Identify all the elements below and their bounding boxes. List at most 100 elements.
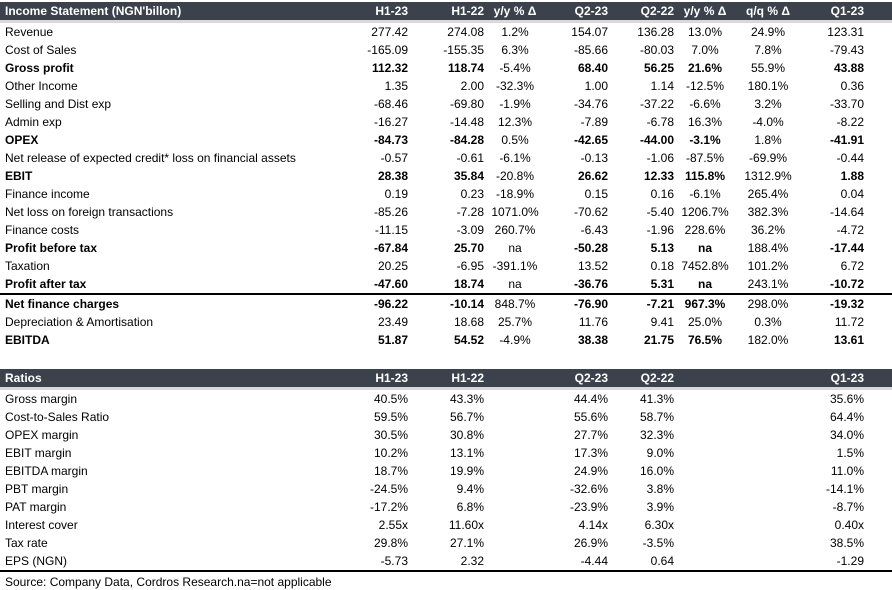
cell-value: 13.0% <box>687 25 723 39</box>
cell-value: -1.9% <box>499 97 531 111</box>
cell-value: 1.5% <box>836 446 864 460</box>
cell-value: 2.00 <box>460 79 484 93</box>
cell-value <box>736 552 800 572</box>
cell-value: 11.72 <box>834 315 864 329</box>
cell-value: -18.9% <box>495 187 535 201</box>
cell-value <box>484 552 546 572</box>
cell-value: -23.9% <box>569 500 608 514</box>
cell-value: 118.74 <box>447 61 484 75</box>
cell-value: 23.49 <box>377 315 408 329</box>
cell-value: 6.30x <box>644 518 674 532</box>
cell-value <box>736 444 800 462</box>
cell-value <box>674 534 736 552</box>
cell-value: 7452.8% <box>681 259 729 273</box>
table-row: PBT margin -24.5% 9.4% -32.6% 3.8% -14.1% <box>0 480 892 498</box>
cell-value: -76.90 <box>573 297 608 311</box>
cell-value <box>674 498 736 516</box>
cell-value: 24.9% <box>573 464 608 478</box>
table-row: Net finance charges -96.22 -10.14 848.7% -76… <box>0 294 892 313</box>
table-row: PAT margin -17.2% 6.8% -23.9% 3.9% -8.7% <box>0 498 892 516</box>
cell-value: -4.72 <box>836 223 864 237</box>
cell-value: -8.22 <box>836 115 864 129</box>
cell-value <box>674 408 736 426</box>
cell-value: 1.2% <box>501 25 529 39</box>
table-row: Cost-to-Sales Ratio 59.5% 56.7% 55.6% 58.7% 6… <box>0 408 892 426</box>
cell-value: 43.88 <box>833 61 864 75</box>
row-label: EBITDA <box>5 333 50 347</box>
table-row: OPEX -84.73 -84.28 0.5% -42.65 -44.00 -3.1% 1.8… <box>0 131 892 149</box>
table-row: Gross margin 40.5% 43.3% 44.4% 41.3% 35.6% <box>0 389 892 409</box>
cell-value: 27.7% <box>573 428 608 442</box>
cell-value: 26.9% <box>573 536 608 550</box>
cell-value: 9.0% <box>646 446 674 460</box>
cell-value: 0.19 <box>384 187 408 201</box>
cell-value <box>736 516 800 534</box>
cell-value: 0.5% <box>501 133 529 147</box>
cell-value: 51.87 <box>377 333 408 347</box>
table-row: Interest cover 2.55x 11.60x 4.14x 6.30x 0.40x <box>0 516 892 534</box>
cell-value: 265.4% <box>747 187 789 201</box>
cell-value: 41.3% <box>639 392 674 406</box>
cell-value: na <box>674 275 736 295</box>
cell-value: -1.06 <box>646 151 674 165</box>
cell-value: 35.6% <box>829 392 864 406</box>
cell-value: 29.8% <box>373 536 408 550</box>
cell-value: 1071.0% <box>491 205 539 219</box>
cell-value: 1206.7% <box>681 205 729 219</box>
table-row: Depreciation & Amortisation 23.49 18.68 25.… <box>0 313 892 331</box>
cell-value: 21.6% <box>687 61 723 75</box>
cell-value: -14.1% <box>825 482 864 496</box>
cell-value: -33.70 <box>829 97 864 111</box>
cell-value: 382.3% <box>747 205 789 219</box>
ratios-column-header <box>736 369 800 390</box>
table-row: OPEX margin 30.5% 30.8% 27.7% 32.3% 34.0% <box>0 426 892 444</box>
ratios-title: Ratios <box>0 369 352 390</box>
cell-value: 1.00 <box>584 79 608 93</box>
table-row: Profit before tax -67.84 25.70 na -50.28 5.13… <box>0 239 892 257</box>
cell-value <box>674 480 736 498</box>
cell-value: 27.1% <box>449 536 484 550</box>
cell-value: na <box>484 275 546 295</box>
row-label: PAT margin <box>5 500 67 514</box>
cell-value: 38.38 <box>577 333 608 347</box>
cell-value: -44.00 <box>639 133 674 147</box>
row-label: Gross profit <box>5 61 74 75</box>
cell-value <box>674 462 736 480</box>
cell-value <box>736 389 800 409</box>
cell-value: -85.66 <box>573 43 608 57</box>
cell-value: 20.25 <box>377 259 408 273</box>
cell-value: 7.0% <box>691 43 719 57</box>
cell-value: na <box>697 241 712 255</box>
cell-value: 123.31 <box>827 25 864 39</box>
cell-value: -14.64 <box>829 205 864 219</box>
ratios-column-header: H1-23 <box>352 369 408 390</box>
table-row: EPS (NGN) -5.73 2.32 -4.44 0.64 -1.29 <box>0 552 892 572</box>
row-label: Selling and Dist exp <box>5 97 112 111</box>
cell-value: 40.5% <box>373 392 408 406</box>
cell-value: -10.72 <box>800 275 892 295</box>
row-label: Net finance charges <box>5 297 120 311</box>
cell-value: 0.36 <box>840 79 864 93</box>
cell-value <box>484 498 546 516</box>
cell-value: -69.9% <box>748 151 788 165</box>
cell-value: -36.76 <box>546 275 608 295</box>
cell-value: 59.5% <box>373 410 408 424</box>
row-label: OPEX <box>5 133 39 147</box>
cell-value: 7.8% <box>754 43 782 57</box>
cell-value: 18.68 <box>453 315 484 329</box>
income-statement-grid: Income Statement (NGN'billon) H1-23 H1-22 y… <box>0 2 892 349</box>
cell-value: -155.35 <box>443 43 484 57</box>
cell-value <box>736 426 800 444</box>
cell-value: -50.28 <box>573 241 608 255</box>
cell-value: 9.4% <box>456 482 484 496</box>
cell-value: -5.73 <box>352 552 408 572</box>
cell-value <box>736 408 800 426</box>
cell-value: -0.57 <box>380 151 408 165</box>
cell-value: 43.3% <box>449 392 484 406</box>
cell-value: 56.7% <box>449 410 484 424</box>
cell-value: 9.41 <box>650 315 674 329</box>
cell-value: -5.40 <box>646 205 674 219</box>
cell-value: 26.62 <box>577 169 608 183</box>
cell-value: 64.4% <box>829 410 864 424</box>
